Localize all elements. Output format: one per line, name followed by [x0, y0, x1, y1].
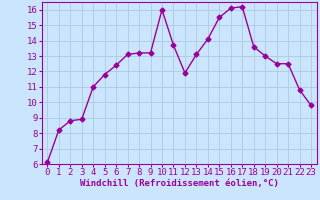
X-axis label: Windchill (Refroidissement éolien,°C): Windchill (Refroidissement éolien,°C) — [80, 179, 279, 188]
